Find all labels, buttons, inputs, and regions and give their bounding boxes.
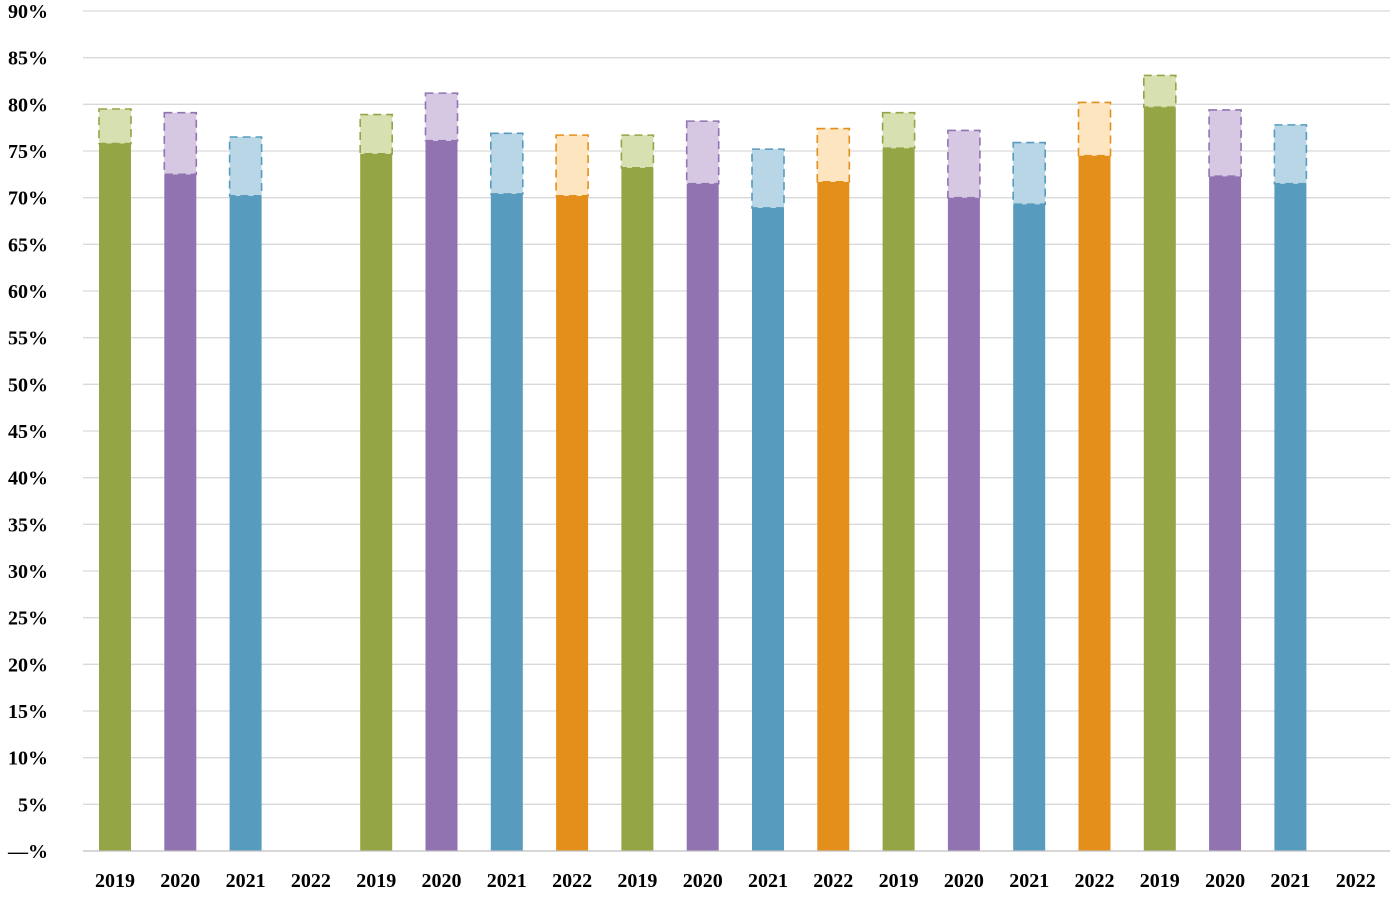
x-category-label: 2021 [487, 870, 527, 892]
range-box-2022 [816, 127, 851, 183]
x-category-label: 2019 [617, 870, 657, 892]
bars [99, 107, 1307, 852]
y-tick-label: 65% [8, 234, 48, 256]
x-category-label: 2020 [1205, 870, 1245, 892]
range-box-2020 [424, 92, 459, 142]
bar-2019 [882, 148, 915, 851]
bar-2020 [164, 174, 197, 852]
range-box-2020 [947, 129, 981, 199]
y-tick-label: 90% [8, 1, 48, 23]
x-category-label: 2021 [1270, 870, 1310, 892]
x-category-label: 2021 [748, 870, 788, 892]
bar-2019 [1143, 107, 1176, 852]
x-category-label: 2022 [1336, 870, 1376, 892]
x-category-label: 2021 [1009, 870, 1049, 892]
range-box-2022 [1077, 101, 1112, 157]
bar-2020 [686, 183, 719, 851]
bar-2020 [1209, 176, 1242, 851]
x-category-label: 2022 [813, 870, 853, 892]
bar-2019 [360, 153, 393, 852]
y-tick-label: 20% [8, 654, 48, 676]
x-category-label: 2022 [291, 870, 331, 892]
y-tick-label: 80% [8, 94, 48, 116]
bar-2022 [556, 195, 589, 852]
range-box-2021 [228, 136, 263, 197]
y-tick-label: 85% [8, 48, 48, 70]
range-box-2020 [1208, 109, 1242, 178]
bar-2021 [229, 195, 262, 852]
bar-2019 [99, 143, 131, 852]
x-category-label: 2021 [226, 870, 266, 892]
y-tick-label: 55% [8, 328, 48, 350]
bar-2022 [817, 181, 850, 852]
range-box-2019 [1143, 74, 1177, 108]
bar-2021 [490, 193, 523, 851]
range-box-2019 [98, 108, 132, 145]
x-category-label: 2019 [356, 870, 396, 892]
range-box-2021 [751, 148, 785, 209]
x-category-label: 2022 [552, 870, 592, 892]
y-tick-label: 40% [8, 468, 48, 490]
range-box-2021 [489, 132, 524, 195]
y-axis-tick-labels: —% 5% 10% 15% 20% 25% 30% 35% 40% 45% 50% 55% 60% 65%… [7, 1, 48, 863]
y-tick-label: 35% [8, 514, 48, 536]
y-tick-label: 5% [18, 794, 48, 816]
range-boxes [98, 74, 1308, 209]
y-tick-label: 75% [8, 141, 48, 163]
y-tick-label: 60% [8, 281, 48, 303]
bar-2021 [1013, 204, 1046, 851]
range-box-2020 [685, 120, 720, 185]
grid-lines [83, 10, 1390, 805]
range-box-2019 [620, 134, 655, 169]
y-tick-label: 45% [8, 421, 48, 443]
range-box-2019 [359, 113, 394, 155]
range-box-2020 [163, 111, 198, 176]
range-box-2019 [881, 111, 916, 149]
x-category-label: 2020 [683, 870, 723, 892]
x-category-label: 2019 [95, 870, 135, 892]
y-tick-label: —% [7, 841, 48, 863]
y-tick-label: 50% [8, 374, 48, 396]
bar-2020 [947, 197, 980, 851]
bar-2022 [1078, 155, 1111, 851]
range-box-2021 [1012, 141, 1047, 206]
bar-2021 [1274, 183, 1307, 851]
range-box-2022 [555, 134, 589, 197]
x-category-label: 2020 [160, 870, 200, 892]
y-tick-label: 15% [8, 701, 48, 723]
bar-2020 [425, 140, 458, 851]
x-category-label: 2020 [944, 870, 984, 892]
y-tick-label: 25% [8, 608, 48, 630]
x-category-label: 2022 [1075, 870, 1115, 892]
y-tick-label: 10% [8, 748, 48, 770]
x-category-label: 2020 [422, 870, 462, 892]
bar-2021 [752, 207, 784, 851]
x-category-label: 2019 [1140, 870, 1180, 892]
y-tick-label: 30% [8, 561, 48, 583]
bar-2019 [621, 167, 654, 852]
x-axis-category-labels: 2019 2020 2021 2022 2019 2020 2021 2022 2019 2020… [95, 870, 1376, 892]
x-category-label: 2019 [879, 870, 919, 892]
range-box-2021 [1273, 124, 1308, 185]
y-tick-label: 70% [8, 188, 48, 210]
